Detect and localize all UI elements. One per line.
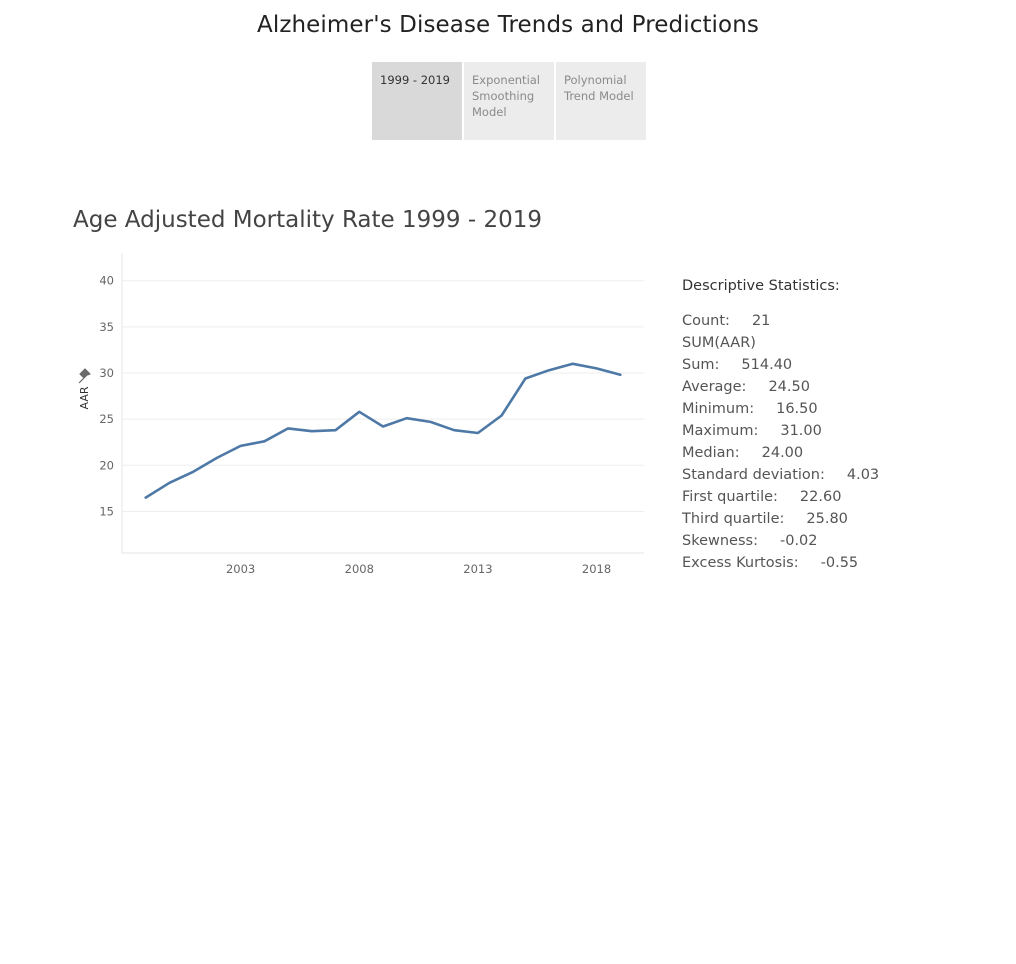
y-tick-label: 30 bbox=[99, 366, 114, 380]
x-tick-label: 2008 bbox=[345, 562, 374, 576]
stat-value: 21 bbox=[751, 313, 771, 329]
series-layer bbox=[144, 362, 622, 499]
stat-value: 16.50 bbox=[776, 401, 818, 417]
tab-1999-2019[interactable]: 1999 - 2019 bbox=[372, 62, 462, 140]
tab-polynomial-trend-model[interactable]: Polynomial Trend Model bbox=[556, 62, 646, 140]
stat-value: -0.02 bbox=[779, 533, 818, 549]
tab-bar: 1999 - 2019 Exponential Smoothing Model … bbox=[372, 62, 646, 140]
series-line[interactable] bbox=[144, 362, 622, 499]
stat-label: Standard deviation: bbox=[682, 467, 825, 483]
stat-label: Minimum: bbox=[682, 401, 755, 417]
stat-row: Median: 24.00 bbox=[682, 442, 879, 464]
stat-row: Skewness: -0.02 bbox=[682, 530, 879, 552]
stat-label: SUM(AAR) bbox=[682, 335, 756, 351]
x-tick-labels: 2003 2008 2013 2018 bbox=[226, 562, 611, 576]
gridlines bbox=[122, 280, 644, 512]
stat-value: 4.03 bbox=[846, 467, 880, 483]
stat-row: SUM(AAR) bbox=[682, 332, 879, 354]
stat-row: Maximum: 31.00 bbox=[682, 420, 879, 442]
stat-value: 25.80 bbox=[806, 511, 848, 527]
x-tick-label: 2018 bbox=[582, 562, 611, 576]
tab-label-line: Trend Model bbox=[564, 89, 634, 103]
stat-row: Count: 21 bbox=[682, 310, 879, 332]
stat-label: Skewness: bbox=[682, 533, 758, 549]
stat-value: -0.55 bbox=[820, 555, 859, 571]
tab-label-line: Smoothing bbox=[472, 89, 535, 103]
tab-label-line: Polynomial bbox=[564, 73, 627, 87]
x-tick-label: 2013 bbox=[463, 562, 492, 576]
stat-value: 24.50 bbox=[768, 379, 810, 395]
stat-label: Sum: bbox=[682, 357, 720, 373]
stat-label: Third quartile: bbox=[682, 511, 785, 527]
y-tick-label: 20 bbox=[99, 458, 114, 472]
tab-label-line: 1999 - 2019 bbox=[380, 73, 450, 87]
stat-label: Excess Kurtosis: bbox=[682, 555, 799, 571]
y-tick-label: 25 bbox=[99, 412, 114, 426]
x-tick-label: 2003 bbox=[226, 562, 255, 576]
tab-label-line: Model bbox=[472, 105, 507, 119]
stat-value: 31.00 bbox=[780, 423, 822, 439]
tab-label-line: Exponential bbox=[472, 73, 541, 87]
tab-exponential-smoothing-model[interactable]: Exponential Smoothing Model bbox=[464, 62, 554, 140]
y-tick-labels: 15 20 25 30 35 40 bbox=[99, 274, 114, 519]
y-tick-label: 35 bbox=[99, 320, 114, 334]
y-axis-label: AAR bbox=[78, 386, 91, 409]
stat-value: 24.00 bbox=[761, 445, 804, 461]
stat-label: Count: bbox=[682, 313, 730, 329]
stat-value: 22.60 bbox=[799, 489, 842, 505]
stats-list: Count: 21 SUM(AAR) Sum: 514.40 Average: 24.50 M… bbox=[682, 310, 879, 574]
stat-label: Median: bbox=[682, 445, 740, 461]
stat-value: 514.40 bbox=[741, 357, 793, 373]
y-tick-label: 15 bbox=[99, 504, 114, 518]
stat-row: Average: 24.50 bbox=[682, 376, 879, 398]
stat-row: First quartile: 22.60 bbox=[682, 486, 879, 508]
stat-row: Sum: 514.40 bbox=[682, 354, 879, 376]
chart-title: Age Adjusted Mortality Rate 1999 - 2019 bbox=[73, 207, 542, 233]
stat-label: Average: bbox=[682, 379, 747, 395]
stat-label: First quartile: bbox=[682, 489, 778, 505]
stat-row: Minimum: 16.50 bbox=[682, 398, 879, 420]
stat-row: Standard deviation: 4.03 bbox=[682, 464, 879, 486]
dashboard-title: Alzheimer's Disease Trends and Predictio… bbox=[257, 12, 759, 38]
y-tick-label: 40 bbox=[99, 274, 114, 288]
stat-row: Excess Kurtosis: -0.55 bbox=[682, 552, 879, 574]
pin-icon[interactable] bbox=[78, 368, 91, 384]
stat-row: Third quartile: 25.80 bbox=[682, 508, 879, 530]
stat-label: Maximum: bbox=[682, 423, 759, 439]
descriptive-statistics: Descriptive Statistics: Count: 21 SUM(AAR)… bbox=[682, 278, 879, 574]
line-chart: 15 20 25 30 35 40 2003 2008 2013 2018 AAR bbox=[78, 253, 644, 576]
stats-heading: Descriptive Statistics: bbox=[682, 278, 840, 294]
